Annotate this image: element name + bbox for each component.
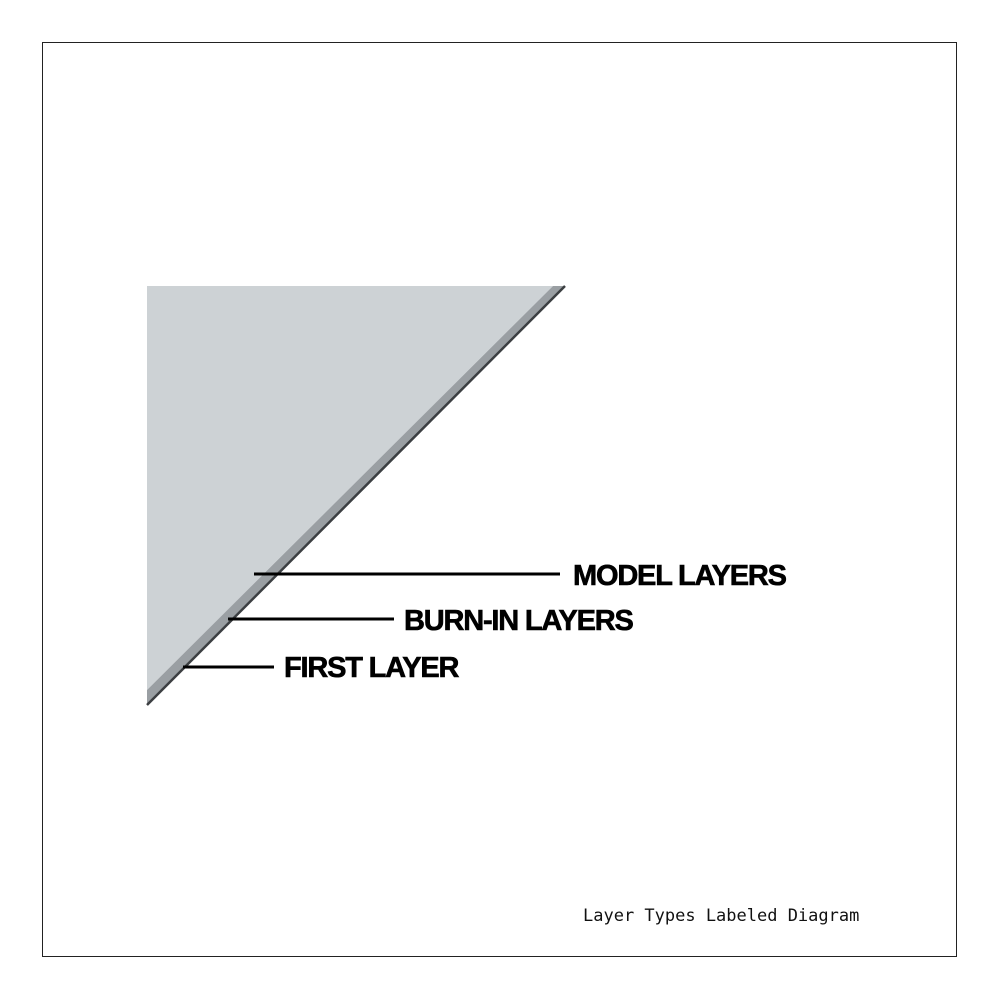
first-layer-label: FIRST LAYER <box>284 652 460 684</box>
burn-in-layers-label: BURN-IN LAYERS <box>404 605 634 637</box>
diagram-frame <box>42 42 957 957</box>
model-layers-label: MODEL LAYERS <box>573 560 787 592</box>
diagram-caption: Layer Types Labeled Diagram <box>583 906 860 926</box>
first-layer-edge <box>146 285 566 706</box>
